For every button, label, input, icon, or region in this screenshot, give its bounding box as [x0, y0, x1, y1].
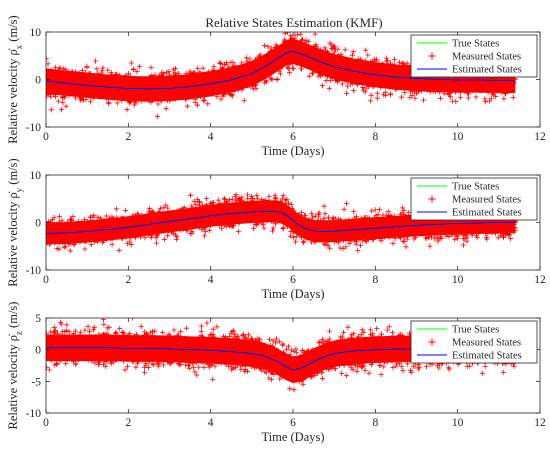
x-tick-label: 8 — [372, 417, 378, 429]
legend-label: Measured States — [452, 195, 521, 206]
x-tick-label: 2 — [125, 274, 131, 286]
x-tick-label: 10 — [452, 131, 464, 143]
x-tick-label: 10 — [452, 274, 464, 286]
x-axis-label: Time (Days) — [261, 144, 324, 158]
x-tick-label: 12 — [534, 131, 546, 143]
y-axis-label-subscript: z — [14, 331, 24, 335]
legend-label: True States — [452, 325, 499, 336]
y-tick-label: 0 — [35, 345, 41, 357]
y-axis-label-main: Relative velocity ρ̇ — [6, 334, 20, 429]
y-tick-label: -5 — [31, 376, 41, 388]
y-axis-label-unit: (m/s) — [6, 158, 20, 188]
plot-data-layer — [46, 192, 518, 254]
y-axis-label-subscript: y — [14, 187, 24, 192]
x-tick-label: 12 — [534, 274, 546, 286]
estimated-states-line — [46, 50, 516, 90]
legend-label: True States — [452, 182, 499, 193]
y-axis-label-subscript: x — [14, 44, 24, 49]
measured-states-markers — [46, 32, 518, 119]
y-axis-label-main: Relative velocity ρ̇ — [6, 191, 20, 286]
x-tick-label: 8 — [372, 131, 378, 143]
legend: True States Measured States Estimated Stat… — [410, 34, 538, 78]
y-axis-label-main: Relative velocity ρ̇ — [6, 48, 20, 143]
x-tick-label: 8 — [372, 274, 378, 286]
y-tick-label: -10 — [26, 122, 42, 134]
x-tick-label: 6 — [290, 417, 296, 429]
x-tick-label: 10 — [452, 417, 464, 429]
y-tick-label: 0 — [35, 75, 41, 87]
y-axis-label: Relative velocity ρ̇z (m/s) — [6, 302, 24, 430]
x-tick-label: 6 — [290, 274, 296, 286]
y-tick-label: 5 — [35, 313, 41, 325]
x-tick-label: 0 — [43, 274, 49, 286]
legend: True States Measured States Estimated Stat… — [410, 177, 538, 221]
x-tick-label: 0 — [43, 131, 49, 143]
plot-data-layer — [46, 32, 518, 119]
x-axis-label: Time (Days) — [261, 287, 324, 301]
legend-label: True States — [452, 39, 499, 50]
figure-title: Relative States Estimation (KMF) — [205, 15, 382, 30]
y-axis-label-unit: (m/s) — [6, 302, 20, 332]
x-tick-label: 4 — [208, 417, 214, 429]
y-axis-label: Relative velocity ρ̇y (m/s) — [6, 158, 24, 286]
legend-label: Estimated States — [452, 65, 522, 76]
y-axis-label-unit: (m/s) — [6, 15, 20, 45]
measured-states-markers — [46, 318, 518, 393]
x-tick-label: 0 — [43, 417, 49, 429]
legend: True States Measured States Estimated Stat… — [410, 320, 538, 364]
legend-label: Estimated States — [452, 208, 522, 219]
legend-marker-measured — [428, 195, 436, 203]
estimated-states-line — [46, 210, 516, 234]
y-tick-label: 0 — [35, 218, 41, 230]
x-tick-label: 2 — [125, 131, 131, 143]
legend-marker-measured — [428, 52, 436, 60]
x-tick-label: 4 — [208, 274, 214, 286]
x-axis-label: Time (Days) — [261, 430, 324, 444]
legend-label: Measured States — [452, 52, 521, 63]
y-tick-label: -10 — [26, 408, 42, 420]
x-tick-label: 6 — [290, 131, 296, 143]
x-tick-label: 12 — [534, 417, 546, 429]
y-tick-label: 10 — [30, 170, 42, 182]
y-tick-label: 10 — [30, 27, 42, 39]
y-axis-label: Relative velocity ρ̇x (m/s) — [6, 15, 24, 143]
subplot-z-velocity: 0 2 4 6 8 10 12 -10 -5 0 5 Time (Days) Relative velo… — [6, 302, 546, 444]
x-tick-label: 2 — [125, 417, 131, 429]
legend-marker-measured — [428, 338, 436, 346]
plot-data-layer — [46, 318, 518, 393]
x-tick-label: 4 — [208, 131, 214, 143]
legend-label: Measured States — [452, 338, 521, 349]
legend-label: Estimated States — [452, 351, 522, 362]
y-tick-label: -10 — [26, 265, 42, 277]
